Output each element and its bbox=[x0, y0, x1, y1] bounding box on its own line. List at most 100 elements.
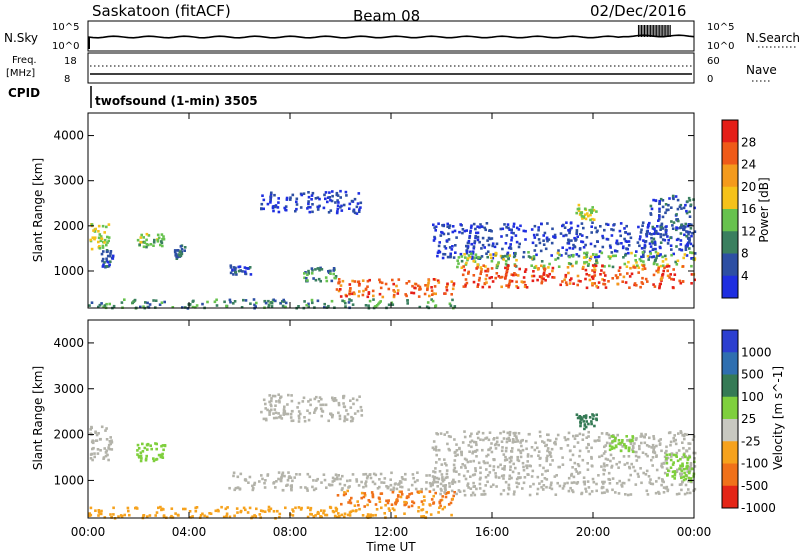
heatmap-cell bbox=[590, 446, 593, 450]
heatmap-cell bbox=[319, 403, 322, 407]
heatmap-cell bbox=[162, 237, 166, 241]
heatmap-cell bbox=[490, 237, 494, 240]
heatmap-cell bbox=[650, 233, 653, 236]
heatmap-cell bbox=[149, 444, 152, 447]
heatmap-cell bbox=[252, 298, 256, 301]
heatmap-cell bbox=[467, 254, 471, 257]
heatmap-cell bbox=[603, 265, 606, 268]
heatmap-cell bbox=[332, 272, 335, 276]
heatmap-cell bbox=[290, 484, 293, 487]
heatmap-cell bbox=[348, 499, 352, 502]
heatmap-cell bbox=[570, 239, 573, 242]
heatmap-cell bbox=[379, 300, 382, 303]
heatmap-cell bbox=[235, 507, 239, 510]
heatmap-cell bbox=[670, 277, 673, 281]
heatmap-cell bbox=[633, 442, 636, 445]
heatmap-cell bbox=[643, 244, 647, 247]
heatmap-cell bbox=[398, 480, 402, 483]
heatmap-cell bbox=[558, 253, 561, 257]
heatmap-cell bbox=[272, 510, 276, 513]
heatmap-cell bbox=[500, 275, 504, 279]
heatmap-cell bbox=[446, 282, 449, 286]
heatmap-cell bbox=[273, 205, 277, 209]
heatmap-cell bbox=[481, 431, 485, 435]
heatmap-cell bbox=[681, 434, 684, 437]
heatmap-cell bbox=[352, 209, 355, 213]
heatmap-cell bbox=[690, 273, 694, 276]
heatmap-cell bbox=[105, 250, 109, 254]
heatmap-cell bbox=[96, 448, 100, 451]
heatmap-cell bbox=[457, 256, 461, 259]
heatmap-cell bbox=[471, 491, 475, 495]
heatmap-cell bbox=[466, 470, 470, 473]
heatmap-cell bbox=[585, 236, 589, 239]
heatmap-cell bbox=[615, 241, 618, 245]
heatmap-cell bbox=[323, 193, 326, 197]
heatmap-cell bbox=[584, 487, 587, 491]
heatmap-cell bbox=[561, 280, 564, 283]
heatmap-cell bbox=[536, 268, 540, 271]
heatmap-cell bbox=[258, 513, 262, 516]
heatmap-cell bbox=[689, 477, 693, 480]
colorbar-segment bbox=[722, 419, 738, 442]
heatmap-cell bbox=[426, 287, 429, 290]
heatmap-cell bbox=[653, 241, 657, 244]
heatmap-cell bbox=[517, 432, 521, 435]
heatmap-cell bbox=[341, 474, 344, 478]
heatmap-cell bbox=[596, 439, 600, 442]
heatmap-cell bbox=[473, 473, 477, 476]
heatmap-cell bbox=[600, 454, 604, 458]
heatmap-cell bbox=[339, 288, 342, 291]
heatmap-cell bbox=[311, 210, 314, 214]
heatmap-cell bbox=[432, 470, 435, 473]
heatmap-cell bbox=[586, 468, 590, 471]
heatmap-cell bbox=[567, 262, 571, 265]
heatmap-cell bbox=[549, 455, 553, 458]
heatmap-cell bbox=[529, 464, 532, 468]
heatmap-cell bbox=[466, 245, 470, 248]
heatmap-cell bbox=[417, 509, 420, 513]
heatmap-cell bbox=[663, 266, 666, 270]
heatmap-cell bbox=[471, 451, 474, 455]
heatmap-cell bbox=[530, 274, 534, 278]
heatmap-cell bbox=[683, 467, 686, 471]
heatmap-cell bbox=[540, 222, 543, 226]
heatmap-cell bbox=[665, 225, 668, 228]
heatmap-cell bbox=[136, 449, 139, 452]
heatmap-cell bbox=[489, 256, 493, 260]
heatmap-cell bbox=[160, 508, 163, 512]
heatmap-cell bbox=[308, 411, 312, 415]
heatmap-cell bbox=[152, 299, 155, 302]
heatmap-cell bbox=[281, 471, 285, 475]
heatmap-cell bbox=[689, 242, 693, 246]
heatmap-cell bbox=[538, 241, 542, 245]
heatmap-cell bbox=[688, 215, 692, 218]
heatmap-cell bbox=[679, 226, 683, 229]
heatmap-cell bbox=[438, 241, 441, 244]
heatmap-cell bbox=[266, 408, 269, 412]
heatmap-cell bbox=[561, 224, 564, 228]
heatmap-cell bbox=[98, 233, 102, 236]
heatmap-cell bbox=[494, 475, 498, 478]
heatmap-cell bbox=[654, 250, 658, 254]
heatmap-cell bbox=[324, 191, 328, 194]
heatmap-cell bbox=[322, 206, 326, 210]
heatmap-cell bbox=[475, 448, 479, 452]
heatmap-cell bbox=[449, 252, 452, 256]
heatmap-cell bbox=[543, 269, 546, 272]
heatmap-cell bbox=[120, 301, 124, 304]
heatmap-cell bbox=[108, 263, 111, 266]
heatmap-cell bbox=[249, 302, 252, 305]
heatmap-cell bbox=[581, 217, 584, 220]
heatmap-cell bbox=[638, 237, 642, 241]
heatmap-cell bbox=[495, 265, 499, 269]
heatmap-cell bbox=[244, 508, 247, 512]
heatmap-cell bbox=[655, 263, 659, 266]
heatmap-cell bbox=[199, 514, 203, 517]
heatmap-cell bbox=[385, 499, 388, 503]
heatmap-cell bbox=[610, 228, 613, 231]
heatmap-cell bbox=[269, 194, 273, 198]
heatmap-cell bbox=[668, 453, 671, 456]
heatmap-cell bbox=[503, 459, 507, 462]
heatmap-cell bbox=[475, 256, 479, 259]
